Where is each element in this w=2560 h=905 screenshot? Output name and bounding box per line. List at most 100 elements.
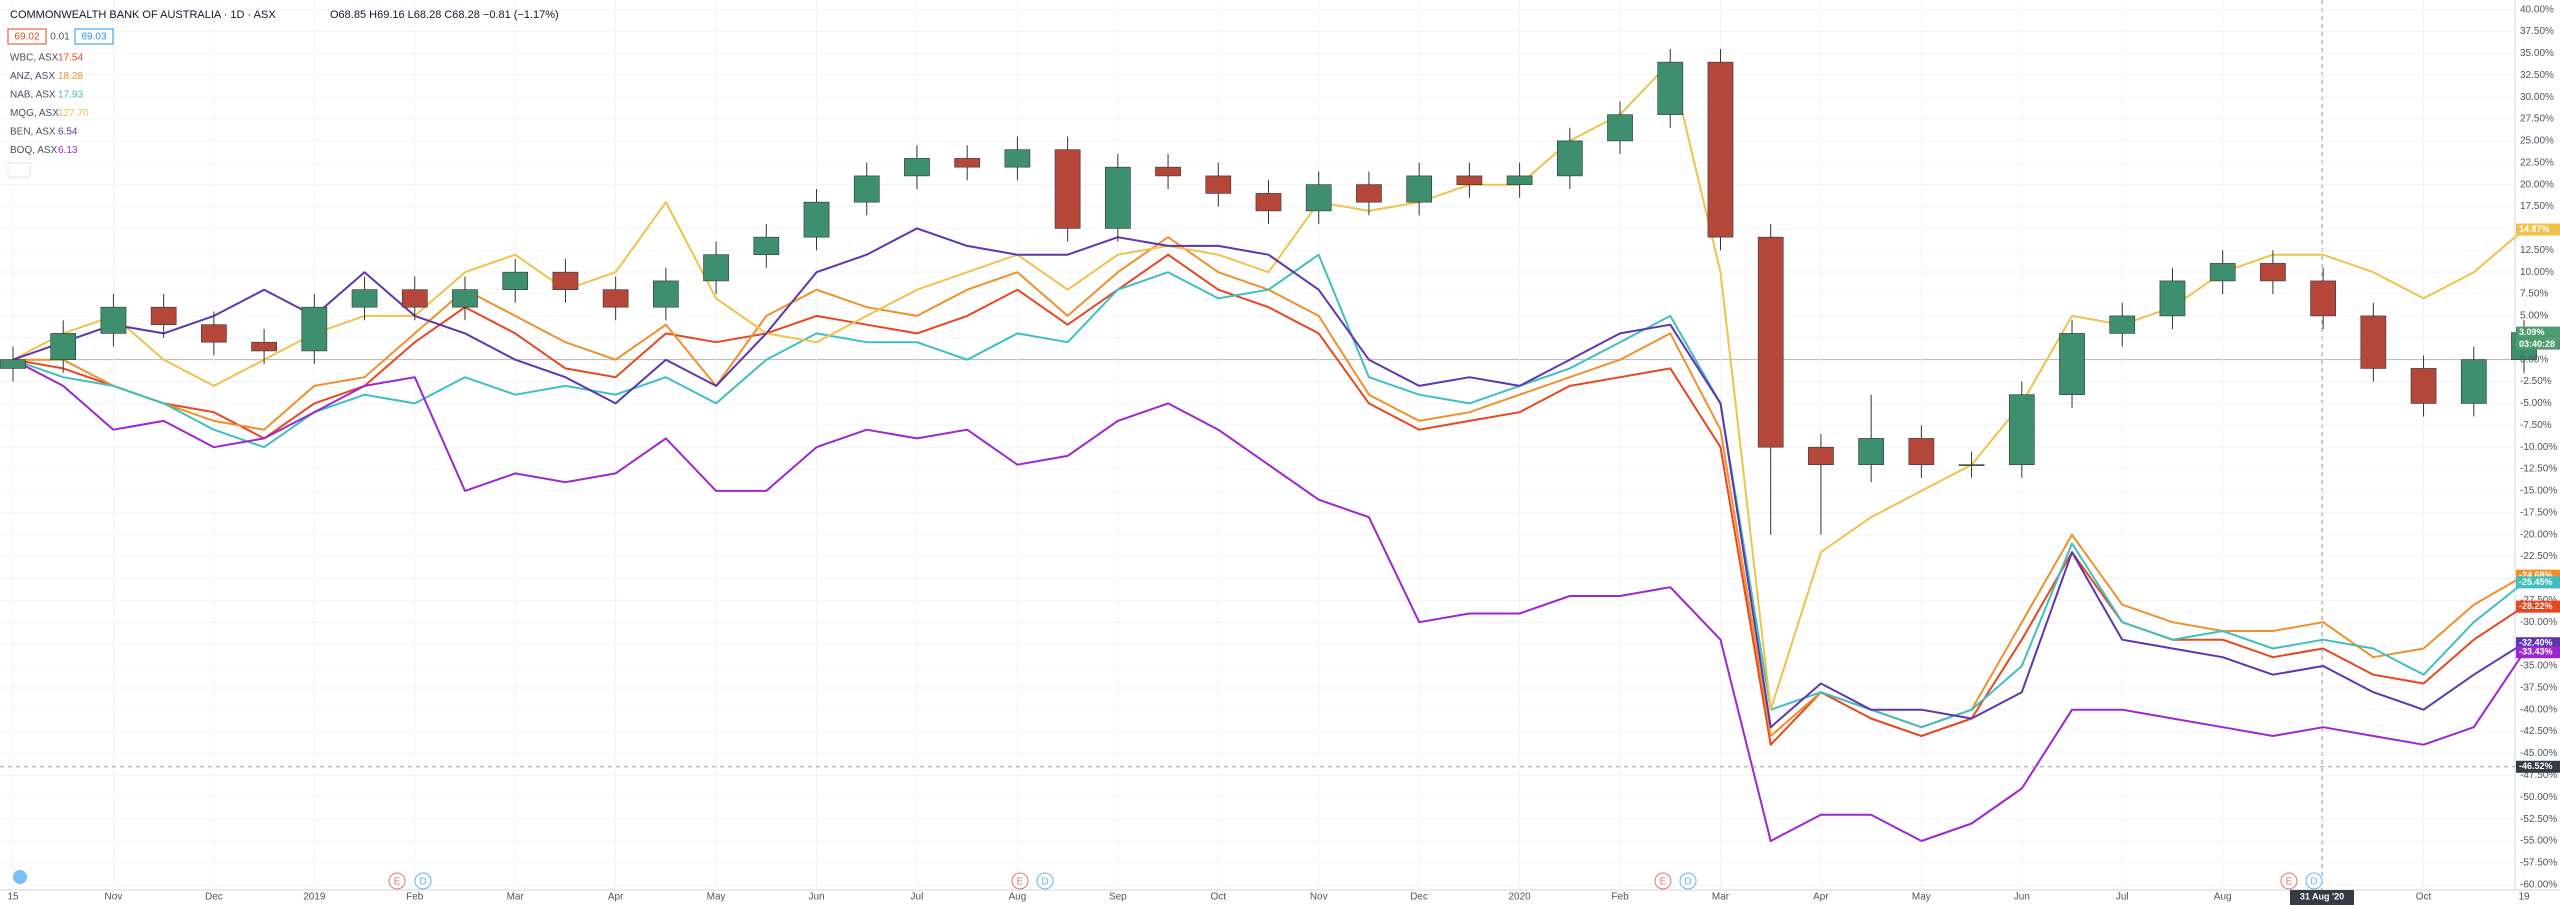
y-tick-label: -37.50% — [2520, 682, 2557, 693]
x-tick-label: Feb — [1611, 892, 1629, 903]
candle-body — [1757, 236, 1784, 448]
legend-price: 127.70 — [58, 108, 89, 119]
y-tick-label: 32.50% — [2520, 70, 2554, 81]
y-tick-label: -2.50% — [2520, 376, 2552, 387]
event-marker[interactable] — [1679, 872, 1697, 890]
event-marker[interactable] — [2280, 872, 2298, 890]
symbol-title: COMMONWEALTH BANK OF AUSTRALIA · 1D · AS… — [10, 9, 276, 21]
y-tick-label: -17.50% — [2520, 507, 2557, 518]
collapse-button[interactable] — [7, 162, 31, 178]
last-value-badge-bg — [2516, 223, 2560, 236]
legend-price: 17.93 — [58, 90, 83, 101]
candle-body — [201, 324, 227, 343]
candle-body — [703, 254, 729, 282]
candle-body — [552, 271, 579, 290]
y-tick-label: -40.00% — [2520, 704, 2557, 715]
candle-body — [1657, 61, 1684, 115]
ask-box[interactable] — [74, 28, 114, 45]
candle-body — [2059, 333, 2085, 395]
event-label: D — [2310, 877, 2317, 888]
event-marker[interactable] — [388, 872, 406, 890]
y-tick-label: 17.50% — [2520, 201, 2554, 212]
y-tick-label: 10.00% — [2520, 267, 2554, 278]
plot-area — [0, 0, 2537, 890]
event-marker[interactable] — [414, 872, 432, 890]
last-value-badge-bg — [2516, 646, 2560, 659]
last-value-badge: -24.68% — [2519, 570, 2553, 580]
x-tick-label: Dec — [1410, 892, 1428, 903]
x-tick-label: Apr — [1813, 892, 1829, 903]
x-tick-label: Jun — [808, 892, 824, 903]
compare-line — [12, 61, 2525, 711]
y-tick-label: -57.50% — [2520, 858, 2557, 869]
last-value-badge: -25.45% — [2519, 577, 2553, 587]
last-value-badge-bg — [2516, 600, 2560, 613]
y-tick-label: -45.00% — [2520, 748, 2557, 759]
crosshair-y-bg — [2516, 760, 2560, 773]
bid-box[interactable] — [7, 28, 47, 45]
event-label: D — [1684, 877, 1691, 888]
event-marker[interactable] — [1654, 872, 1672, 890]
x-tick-label: Jun — [2014, 892, 2030, 903]
event-label: E — [2286, 877, 2293, 888]
y-tick-label: 12.50% — [2520, 245, 2554, 256]
x-tick-label: Jul — [2116, 892, 2129, 903]
y-tick-label: -12.50% — [2520, 464, 2557, 475]
candle-body — [100, 306, 127, 334]
candle-body — [2360, 315, 2387, 369]
candle-body — [1456, 175, 1483, 185]
y-tick-label: 37.50% — [2520, 26, 2554, 37]
candle-body — [1556, 140, 1583, 177]
candle-body — [803, 201, 830, 238]
candle-body — [502, 271, 529, 290]
candle-body — [301, 306, 328, 352]
legend-price: 17.54 — [58, 53, 83, 64]
candle-body — [1155, 166, 1181, 177]
y-tick-label: 27.50% — [2520, 114, 2554, 125]
y-tick-label: -22.50% — [2520, 551, 2557, 562]
y-tick-label: -20.00% — [2520, 529, 2557, 540]
event-marker[interactable] — [1036, 872, 1054, 890]
y-tick-label: -42.50% — [2520, 726, 2557, 737]
x-tick-label: Jul — [911, 892, 924, 903]
ohlc-values: O68.85 H69.16 L68.28 C68.28 −0.81 (−1.17… — [330, 9, 559, 21]
event-label: D — [419, 877, 426, 888]
y-tick-label: -55.00% — [2520, 836, 2557, 847]
x-tick-label: Sep — [1109, 892, 1127, 903]
candle-body — [2310, 280, 2336, 317]
candle-body — [0, 359, 26, 369]
legend-price: 18.28 — [58, 71, 83, 82]
candle-body — [2109, 315, 2136, 334]
candle-body — [1305, 184, 1332, 212]
legend-price: 6.54 — [58, 127, 78, 138]
overlay: COMMONWEALTH BANK OF AUSTRALIA · 1D · AS… — [0, 4, 2560, 905]
event-marker[interactable] — [2305, 872, 2323, 890]
candle-body — [2260, 263, 2286, 282]
x-tick-label: Dec — [205, 892, 223, 903]
x-tick-label: May — [707, 892, 726, 903]
main-last-badge: 3.09% — [2519, 327, 2545, 337]
legend-name: ANZ, ASX — [10, 71, 55, 82]
compare-line — [13, 236, 2525, 737]
candle-body — [1104, 166, 1131, 229]
y-tick-label: 5.00% — [2520, 311, 2548, 322]
y-tick-label: 40.00% — [2520, 4, 2554, 15]
y-tick-label: 22.50% — [2520, 157, 2554, 168]
y-tick-label: -7.50% — [2520, 420, 2552, 431]
event-marker[interactable] — [1011, 872, 1029, 890]
last-value-badge: -32.40% — [2519, 638, 2553, 648]
event-label: E — [1660, 877, 1667, 888]
y-tick-label: -52.50% — [2520, 814, 2557, 825]
candle-body — [1054, 149, 1081, 229]
candle-body — [2209, 263, 2236, 282]
candle-body — [1908, 438, 1935, 465]
bid: 69.02 — [14, 32, 39, 43]
candle-body — [653, 280, 679, 308]
last-value-badge: -33.43% — [2519, 647, 2553, 657]
y-tick-label: -35.00% — [2520, 661, 2557, 672]
x-tick-label: May — [1912, 892, 1931, 903]
legend-name: MQG, ASX — [10, 108, 59, 119]
candle-body — [753, 236, 780, 255]
x-tick-label: Apr — [608, 892, 624, 903]
